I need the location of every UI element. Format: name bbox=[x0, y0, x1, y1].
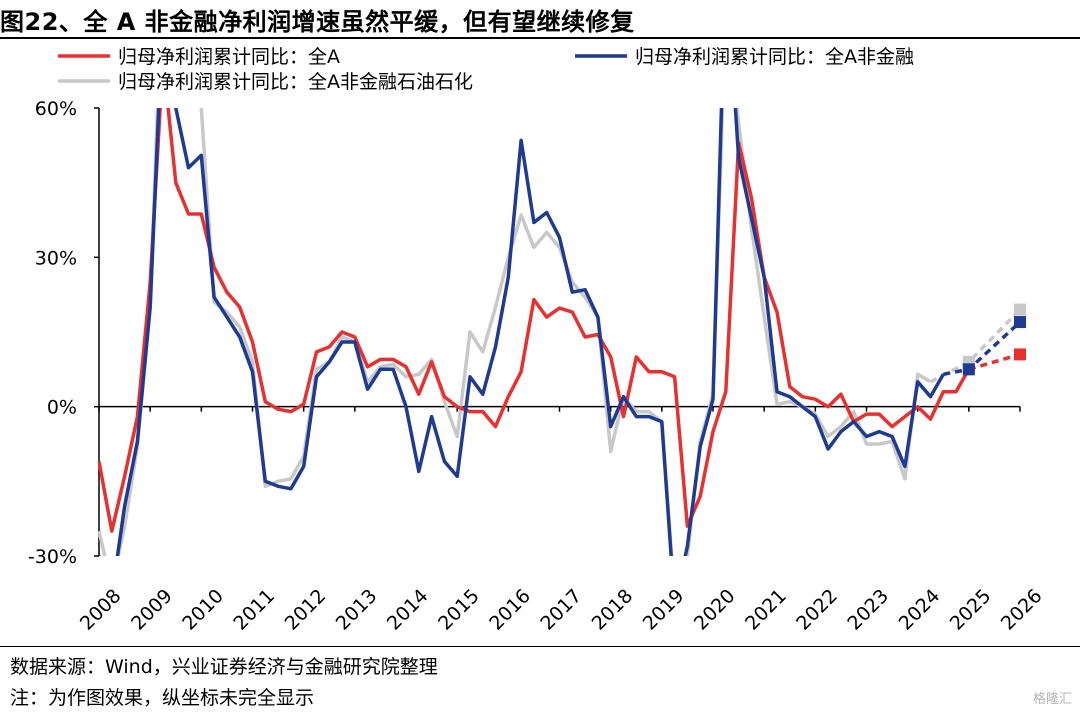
x-tick-label: 2023 bbox=[843, 585, 893, 635]
forecast-marker bbox=[1014, 303, 1026, 316]
plot-area bbox=[98, 108, 1022, 556]
y-tick-label: 30% bbox=[35, 247, 77, 269]
x-tick-label: 2012 bbox=[281, 585, 331, 635]
legend-label-1: 归母净利润累计同比：全A bbox=[118, 46, 340, 68]
x-tick-label: 2014 bbox=[383, 585, 433, 635]
x-tick-label: 2022 bbox=[792, 585, 842, 635]
forecast-line-1 bbox=[968, 352, 1021, 371]
footer-divider bbox=[0, 646, 1080, 647]
x-tick-label: 2009 bbox=[127, 585, 177, 635]
y-tick-label: -30% bbox=[28, 546, 77, 568]
series-line-3 bbox=[98, 108, 932, 556]
x-tick-label: 2025 bbox=[946, 585, 996, 635]
y-tick-label: 60% bbox=[35, 98, 77, 120]
x-tick-label: 2021 bbox=[741, 585, 791, 635]
legend-label-2: 归母净利润累计同比：全A非金融 bbox=[635, 46, 914, 68]
y-tick-label: 0% bbox=[47, 397, 77, 419]
x-tick-label: 2013 bbox=[332, 585, 382, 635]
x-tick-label: 2024 bbox=[895, 585, 945, 635]
forecast-marker bbox=[1014, 348, 1026, 361]
forecast-marker bbox=[962, 363, 975, 376]
footnote: 注：为作图效果，纵坐标未完全显示 bbox=[10, 687, 315, 709]
title-divider bbox=[0, 37, 1080, 39]
forecast-line-3 bbox=[929, 308, 1022, 384]
x-tick-label: 2019 bbox=[639, 585, 689, 635]
brand-watermark: 格隆汇 bbox=[1032, 692, 1072, 707]
x-tick-label: 2010 bbox=[178, 585, 228, 635]
chart: 归母净利润累计同比：全A 归母净利润累计同比：全A非金融归母净利润累计同比：全A非… bbox=[0, 40, 1080, 645]
x-tick-label: 2008 bbox=[76, 585, 126, 635]
series-line-1 bbox=[98, 108, 971, 533]
x-tick-label: 2017 bbox=[536, 585, 586, 635]
forecast-marker bbox=[1014, 316, 1026, 329]
x-tick-label: 2026 bbox=[997, 585, 1047, 635]
series-line-2 bbox=[99, 108, 945, 556]
x-tick-label: 2018 bbox=[588, 585, 638, 635]
legend-label-3: 归母净利润累计同比：全A非金融石油石化 bbox=[118, 71, 473, 93]
x-tick-label: 2020 bbox=[690, 585, 740, 635]
x-tick-label: 2011 bbox=[229, 585, 279, 635]
chart-svg: 归母净利润累计同比：全A 归母净利润累计同比：全A非金融归母净利润累计同比：全A非… bbox=[28, 46, 1047, 635]
x-tick-label: 2015 bbox=[434, 585, 484, 635]
x-tick-label: 2016 bbox=[485, 585, 535, 635]
source-note: 数据来源：Wind，兴业证券经济与金融研究院整理 bbox=[10, 656, 438, 678]
page-title: 图22、全 A 非金融净利润增速虽然平缓，但有望继续修复 bbox=[0, 8, 635, 36]
